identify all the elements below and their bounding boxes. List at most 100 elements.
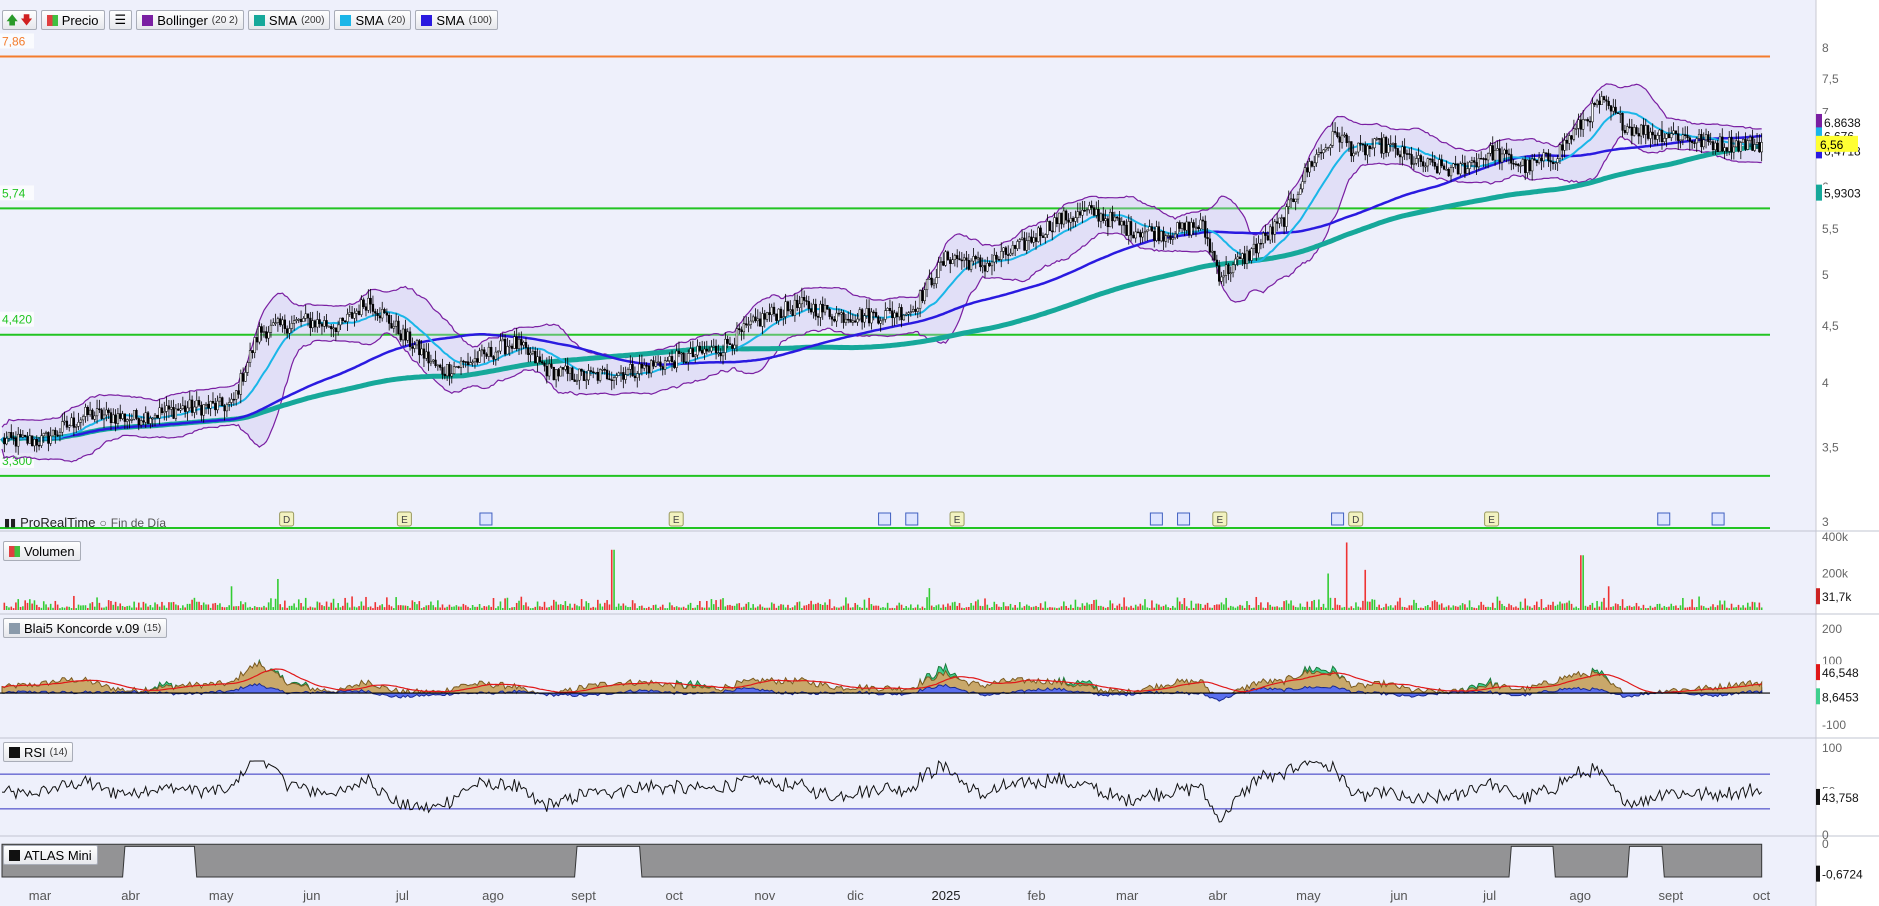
sma200-button[interactable]: SMA (200) (247, 10, 331, 30)
candle-body (142, 420, 145, 423)
volume-bar (1350, 606, 1353, 610)
candle-body (1308, 161, 1311, 173)
atlas-panel-label[interactable]: ATLAS Mini (3, 845, 98, 865)
volume-panel-label[interactable]: Volumen (3, 541, 81, 561)
volume-bar (1063, 601, 1065, 610)
volume-bar (369, 606, 372, 610)
volume-bar (1267, 602, 1269, 610)
volume-bar (430, 601, 432, 610)
candle-body (956, 255, 959, 259)
volume-bar (951, 602, 954, 610)
candle-body (1211, 250, 1214, 253)
price-tick-label: 5,5 (1822, 222, 1839, 236)
candle-body (895, 312, 899, 318)
volume-bar (1570, 603, 1573, 610)
volume-bar (17, 599, 20, 610)
candle-body (631, 364, 634, 377)
arrow-up-icon[interactable]: 🡅 (6, 13, 19, 27)
candle-body (1176, 222, 1179, 235)
candle-body (534, 350, 537, 364)
koncorde-panel-label[interactable]: Blai5 Koncorde v.09 (15) (3, 618, 168, 638)
candle-body (112, 414, 115, 424)
volume-bar (161, 601, 163, 610)
volume-bar (789, 608, 792, 610)
volume-bar (1482, 604, 1485, 610)
rsi-panel-label[interactable]: RSI (14) (3, 742, 74, 762)
candle-body (617, 372, 620, 376)
candle-body (1489, 145, 1492, 154)
candle-body (1626, 126, 1629, 133)
candle-body (1507, 153, 1511, 156)
candle-body (65, 420, 69, 428)
volume-bar (592, 606, 594, 610)
volume-bar (1276, 606, 1278, 610)
volume-bar (1600, 601, 1603, 610)
volume-bar (842, 605, 845, 610)
volume-bar (768, 607, 771, 610)
volume-bar (390, 606, 393, 610)
volume-bar (972, 605, 975, 610)
candle-body (1011, 245, 1014, 254)
candle-body (1575, 128, 1578, 130)
navigation-buttons[interactable]: 🡅 🡇 (2, 10, 37, 30)
candle-body (1222, 275, 1225, 278)
candle-body (900, 307, 903, 321)
candle-body (1482, 158, 1485, 160)
candle-body (1000, 251, 1003, 260)
candle-body (1169, 235, 1172, 240)
candle-body (705, 348, 708, 352)
candle-body (554, 369, 558, 381)
volume-bar (1480, 601, 1482, 610)
price-button[interactable]: Precio (40, 10, 105, 30)
volume-bar (353, 606, 356, 610)
volume-bar (1568, 600, 1571, 610)
arrow-down-icon[interactable]: 🡇 (20, 13, 33, 27)
candle-body (153, 414, 157, 419)
sma100-button[interactable]: SMA (100) (415, 10, 498, 30)
volume-bar (1014, 605, 1016, 610)
candle-body (1758, 142, 1761, 153)
volume-bar (1549, 604, 1552, 610)
candle-body (626, 369, 630, 375)
volume-bar (1072, 607, 1074, 610)
candle-body (902, 314, 906, 321)
candle-body (1387, 144, 1390, 153)
volume-bar (499, 601, 502, 610)
candle-body (1445, 169, 1448, 171)
volume-bar (963, 608, 965, 610)
volume-bar (1496, 596, 1499, 610)
volume-bar (63, 607, 66, 610)
volume-bar (1508, 603, 1510, 610)
volume-bar (221, 606, 224, 610)
volume-bar (1255, 596, 1258, 610)
volume-bar (311, 607, 314, 610)
volume-bar (154, 602, 156, 610)
candle-body (603, 369, 606, 371)
sma20-button[interactable]: SMA (20) (334, 10, 412, 30)
candle-body (107, 409, 110, 413)
volume-bar (365, 596, 367, 610)
list-button[interactable]: ☰ (108, 10, 133, 30)
volume-bar (935, 605, 938, 610)
candle-body (1588, 120, 1592, 123)
candle-body (953, 255, 957, 260)
candle-body (1162, 231, 1165, 242)
bollinger-button[interactable]: Bollinger (20 2) (136, 10, 244, 30)
candle-body (1155, 226, 1158, 241)
volume-bar (1343, 606, 1346, 610)
candle-body (673, 361, 676, 368)
candle-body (1058, 212, 1061, 224)
candle-body (28, 435, 31, 444)
candle-body (1463, 162, 1467, 174)
volume-bar (539, 606, 541, 610)
volume-bar (1698, 596, 1700, 610)
candle-body (399, 333, 402, 341)
volume-bar (1689, 606, 1691, 610)
volume-bar (921, 606, 924, 610)
candle-body (311, 320, 314, 329)
radio-icon[interactable]: ○ (99, 515, 107, 530)
volume-bar (1707, 607, 1710, 610)
volume-bar (1735, 607, 1737, 610)
